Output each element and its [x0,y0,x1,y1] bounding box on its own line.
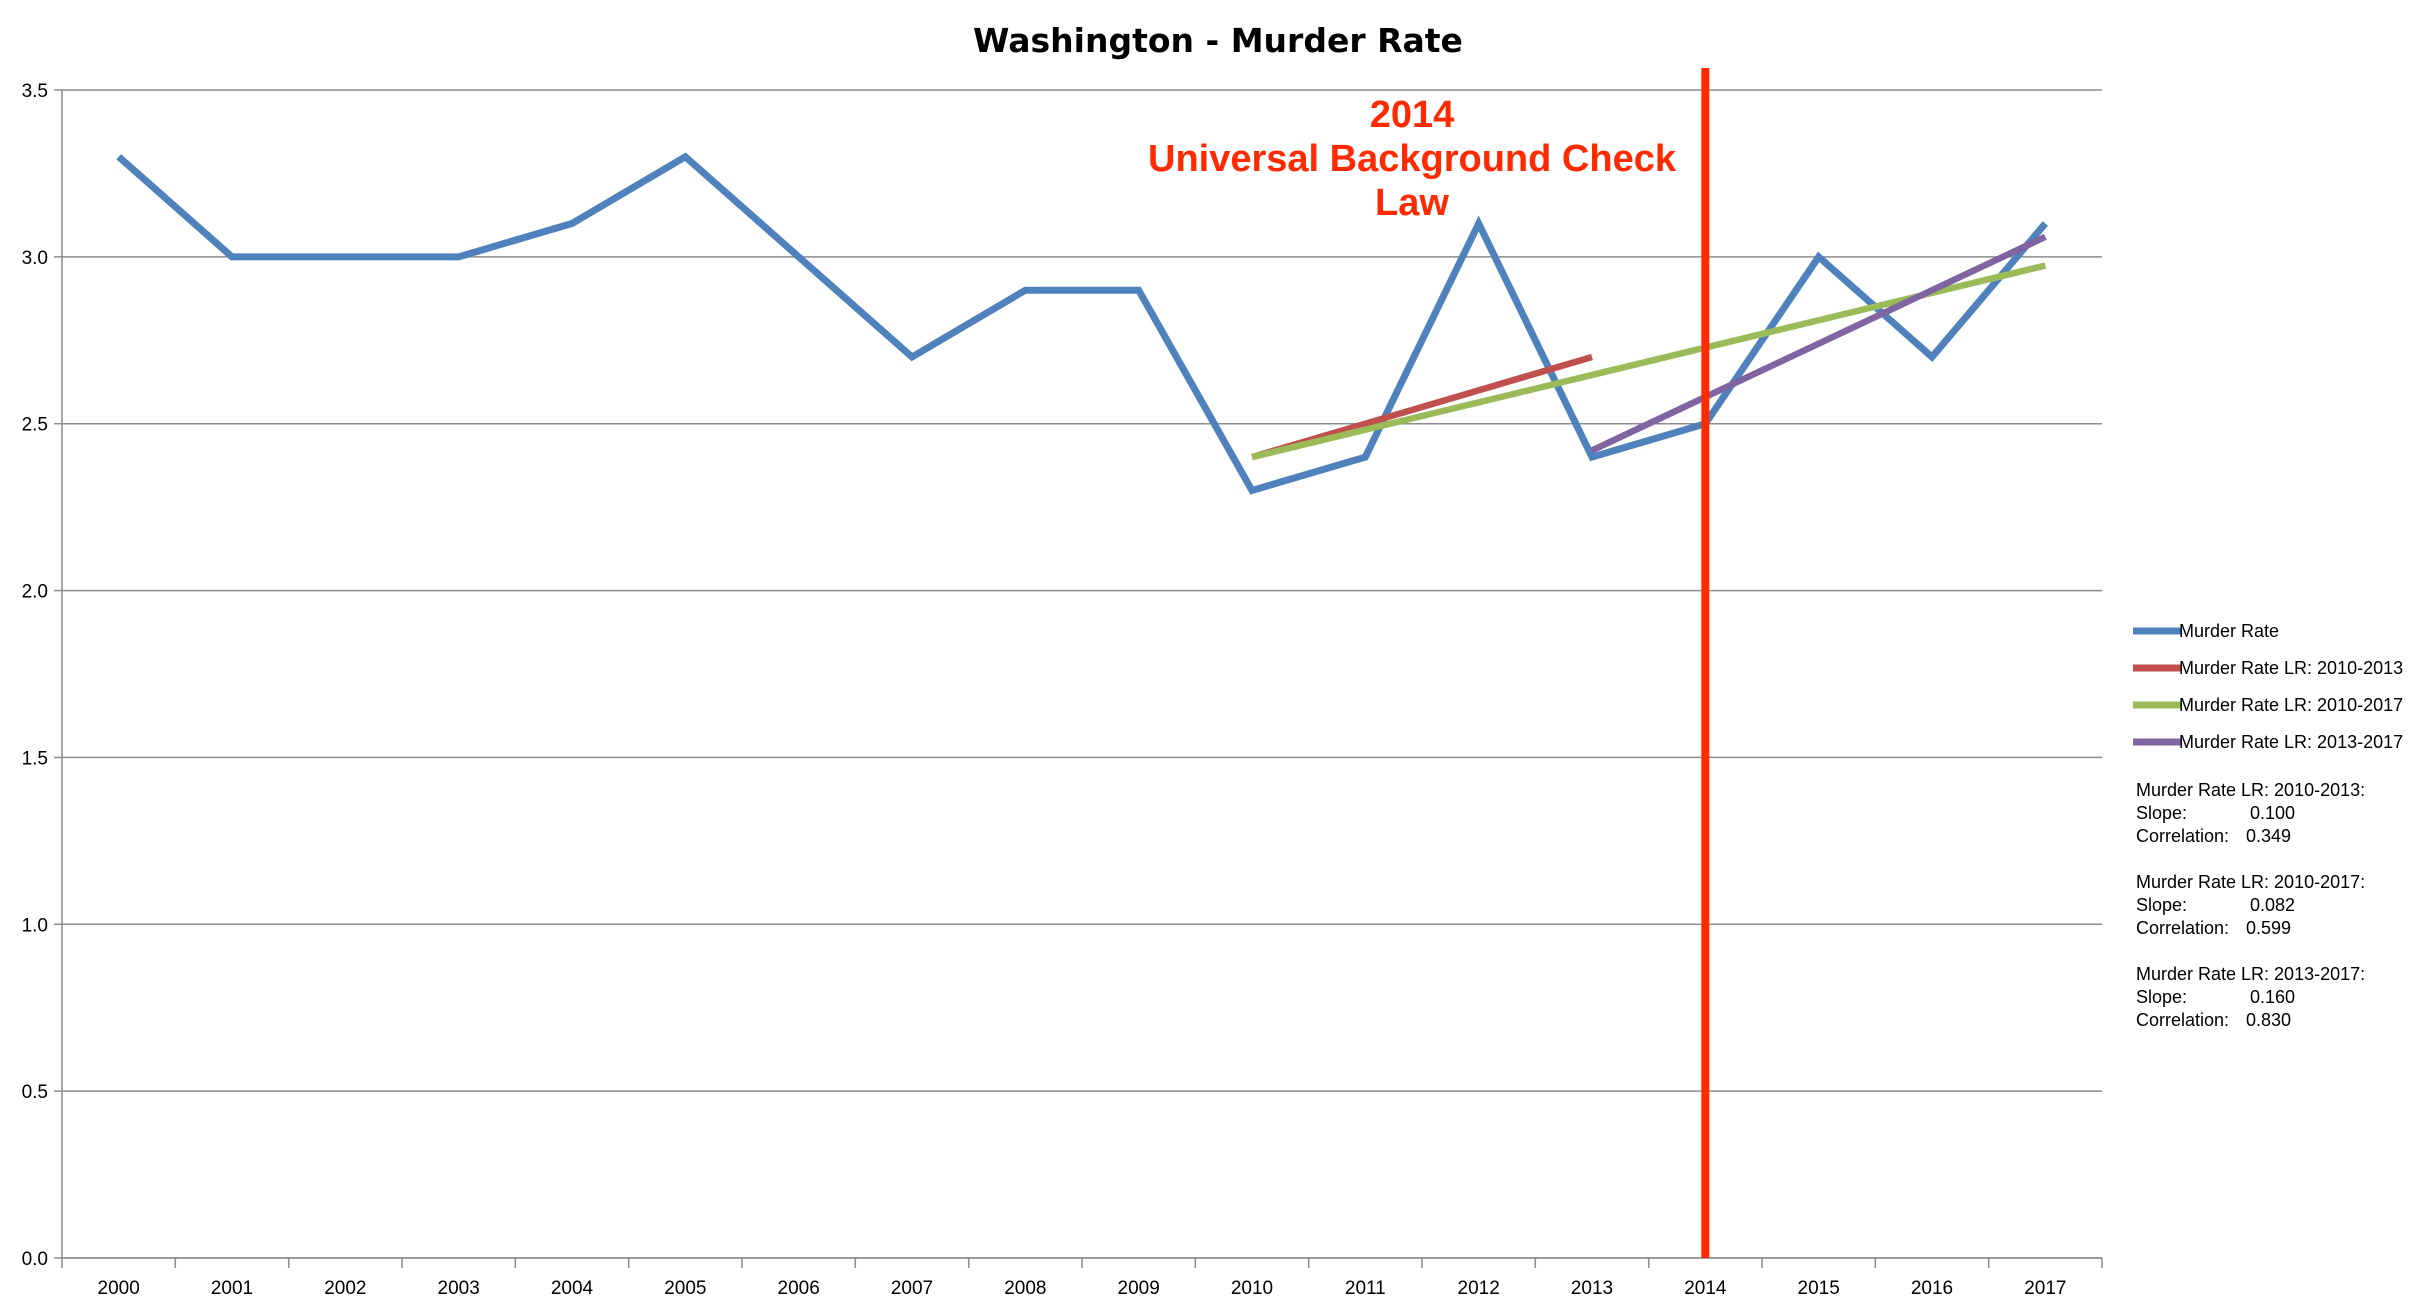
stats-correlation-value: 0.599 [2246,918,2291,938]
x-tick-label: 2017 [2024,1278,2066,1299]
x-tick-label: 2003 [438,1278,480,1299]
y-tick-label: 1.5 [22,748,48,769]
x-tick-label: 2001 [211,1278,253,1299]
stats-slope-label: Slope: [2136,987,2187,1007]
stats-correlation-value: 0.349 [2246,826,2291,846]
annotation-text-line: 2014 [1370,94,1455,136]
stats-header: Murder Rate LR: 2010-2013: [2136,780,2365,800]
y-tick-label: 2.0 [22,582,48,603]
x-tick-label: 2000 [98,1278,140,1299]
y-tick-label: 3.5 [22,81,48,102]
x-tick-label: 2010 [1231,1278,1273,1299]
series-line-0 [116,152,2049,495]
legend-entry: Murder Rate LR: 2013-2017 [2179,732,2403,752]
stats-correlation-value: 0.830 [2246,1010,2291,1030]
x-tick-label: 2013 [1571,1278,1613,1299]
legend-entry: Murder Rate LR: 2010-2013 [2179,658,2403,678]
x-tick-label: 2006 [778,1278,820,1299]
x-tick-label: 2012 [1458,1278,1500,1299]
y-tick-label: 1.0 [22,915,48,936]
stats-correlation-label: Correlation: [2136,826,2229,846]
x-tick-label: 2009 [1118,1278,1160,1299]
x-tick-label: 2014 [1684,1278,1727,1299]
x-tick-label: 2015 [1798,1278,1840,1299]
stats-slope-label: Slope: [2136,895,2187,915]
stats-slope-value: 0.100 [2250,803,2295,823]
y-tick-label: 0.5 [22,1082,48,1103]
x-tick-label: 2005 [664,1278,706,1299]
x-tick-label: 2007 [891,1278,933,1299]
stats-header: Murder Rate LR: 2013-2017: [2136,964,2365,984]
x-tick-label: 2004 [551,1278,594,1299]
x-tick-label: 2008 [1004,1278,1046,1299]
stats-correlation-label: Correlation: [2136,918,2229,938]
y-tick-label: 3.0 [22,248,48,269]
stats-header: Murder Rate LR: 2010-2017: [2136,872,2365,892]
chart-title: Washington - Murder Rate [973,21,1463,60]
stats-slope-label: Slope: [2136,803,2187,823]
stats-correlation-label: Correlation: [2136,1010,2229,1030]
legend-entry: Murder Rate [2179,621,2279,641]
legend-entry: Murder Rate LR: 2010-2017 [2179,695,2403,715]
stats-slope-value: 0.160 [2250,987,2295,1007]
annotation-text-line: Law [1375,182,1449,224]
annotation-text-line: Universal Background Check [1148,138,1677,180]
x-tick-label: 2016 [1911,1278,1953,1299]
y-tick-label: 0.0 [22,1249,48,1270]
stats-slope-value: 0.082 [2250,895,2295,915]
x-tick-label: 2002 [324,1278,366,1299]
series-line-3 [1590,233,2047,454]
x-tick-label: 2011 [1345,1278,1386,1299]
y-tick-label: 2.5 [22,415,48,436]
